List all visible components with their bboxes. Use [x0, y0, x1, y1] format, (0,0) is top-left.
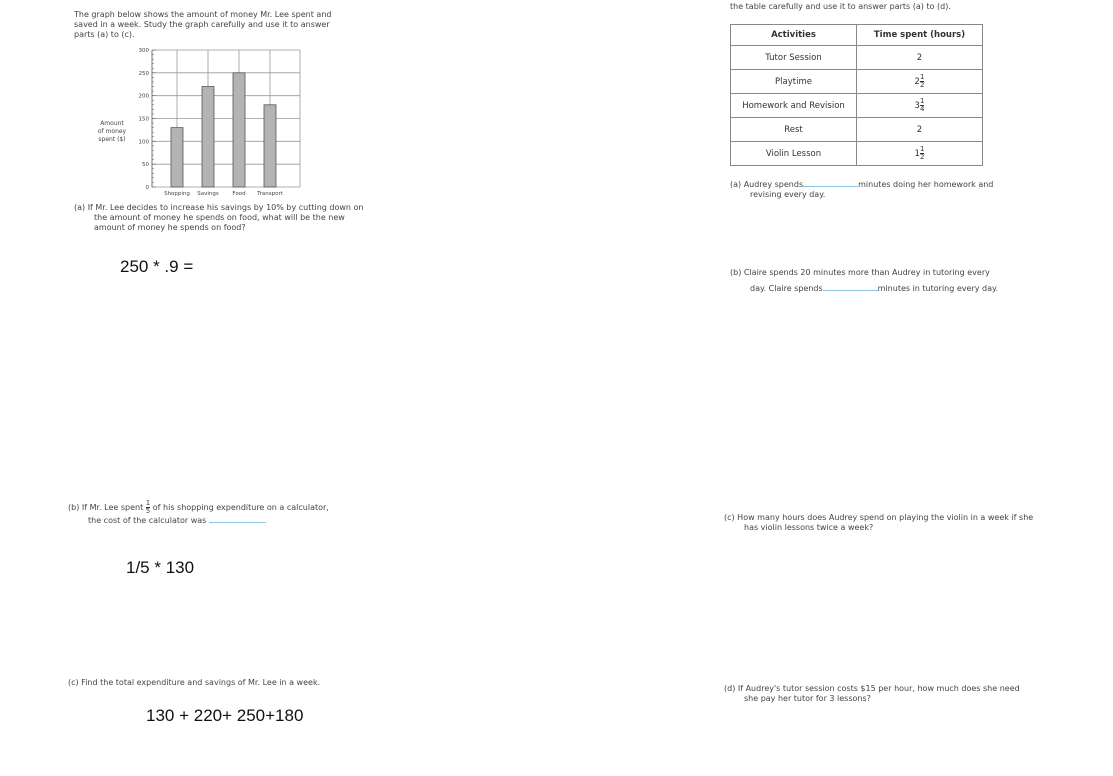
qb-text-1: (b) If Mr. Lee spent [68, 503, 144, 512]
answer-b-left: 1/5 * 130 [126, 558, 195, 577]
activity-cell: Rest [730, 117, 857, 142]
y-tick-label: 50 [142, 162, 149, 168]
qa-text-3: revising every day. [750, 190, 826, 199]
bar-shopping [170, 127, 184, 188]
table-header: Activities Time spent (hours) [730, 24, 983, 46]
table-row: Rest 2 [730, 117, 983, 142]
activity-cell: Tutor Session [730, 45, 857, 70]
header-activities: Activities [730, 24, 857, 46]
y-tick-label: 0 [146, 185, 150, 191]
y-axis-label: of money [98, 128, 127, 135]
table-row: Violin Lesson 1 1 2 [730, 141, 983, 166]
question-d-right: (d) If Audrey's tutor session costs $15 … [724, 684, 1020, 703]
qb-text-1: (b) Claire spends 20 minutes more than A… [730, 268, 990, 277]
qa-text-2: minutes doing her homework and [858, 180, 994, 189]
bar-transport [263, 104, 277, 188]
table-row: Tutor Session 2 [730, 45, 983, 70]
qb-text-2: day. Claire spends [750, 284, 823, 293]
x-tick-label: Food [232, 191, 245, 197]
x-tick-label: Transport [256, 191, 284, 197]
activities-table: Activities Time spent (hours) Tutor Sess… [730, 24, 983, 166]
qb-text-2: of his shopping expenditure on a calcula… [152, 503, 329, 512]
right-intro: the table carefully and use it to answer… [730, 2, 951, 11]
time-cell: 2 [856, 117, 983, 142]
question-a-left: (a) If Mr. Lee decides to increase his s… [74, 203, 364, 232]
table-row: Homework and Revision 3 1 4 [730, 93, 983, 118]
y-tick-label: 250 [139, 71, 150, 77]
y-tick-label: 150 [139, 117, 150, 123]
answer-blank[interactable] [822, 290, 878, 291]
answer-blank[interactable] [803, 186, 859, 187]
question-a-right: (a) Audrey spends minutes doing her homew… [730, 180, 1020, 200]
y-axis-label: spent ($) [98, 136, 125, 143]
qb-text-3: minutes in tutoring every day. [877, 284, 999, 293]
answer-blank[interactable] [208, 522, 264, 523]
question-c-left: (c) Find the total expenditure and savin… [68, 678, 321, 687]
y-tick-label: 100 [139, 139, 150, 145]
activity-cell: Playtime [730, 69, 857, 94]
x-tick-label: Savings [197, 191, 219, 197]
header-time: Time spent (hours) [856, 24, 983, 46]
answer-a-left: 250 * .9 = [120, 257, 194, 276]
y-tick-label: 300 [139, 48, 150, 54]
bar-chart: 0 50 100 150 200 250 300 Shopping Savings Food Tra… [98, 48, 301, 197]
question-b-left-line2: the cost of the calculator was . [88, 516, 267, 525]
bar-food [232, 72, 246, 188]
left-intro: The graph below shows the amount of mone… [74, 10, 332, 39]
time-cell: 2 [856, 45, 983, 70]
qa-text-1: (a) Audrey spends [730, 180, 804, 189]
y-axis-label: Amount [100, 120, 124, 127]
question-c-right: (c) How many hours does Audrey spend on … [724, 513, 1034, 532]
activity-cell: Violin Lesson [730, 141, 857, 166]
x-tick-label: Shopping [164, 191, 190, 197]
question-b-right: (b) Claire spends 20 minutes more than A… [730, 265, 1030, 297]
answer-c-left: 130 + 220+ 250+180 [146, 706, 304, 725]
y-tick-label: 200 [139, 94, 150, 100]
qb-text-3: the cost of the calculator was [88, 516, 207, 525]
table-row: Playtime 2 1 2 [730, 69, 983, 94]
activity-cell: Homework and Revision [730, 93, 857, 118]
bar-savings [201, 86, 215, 188]
